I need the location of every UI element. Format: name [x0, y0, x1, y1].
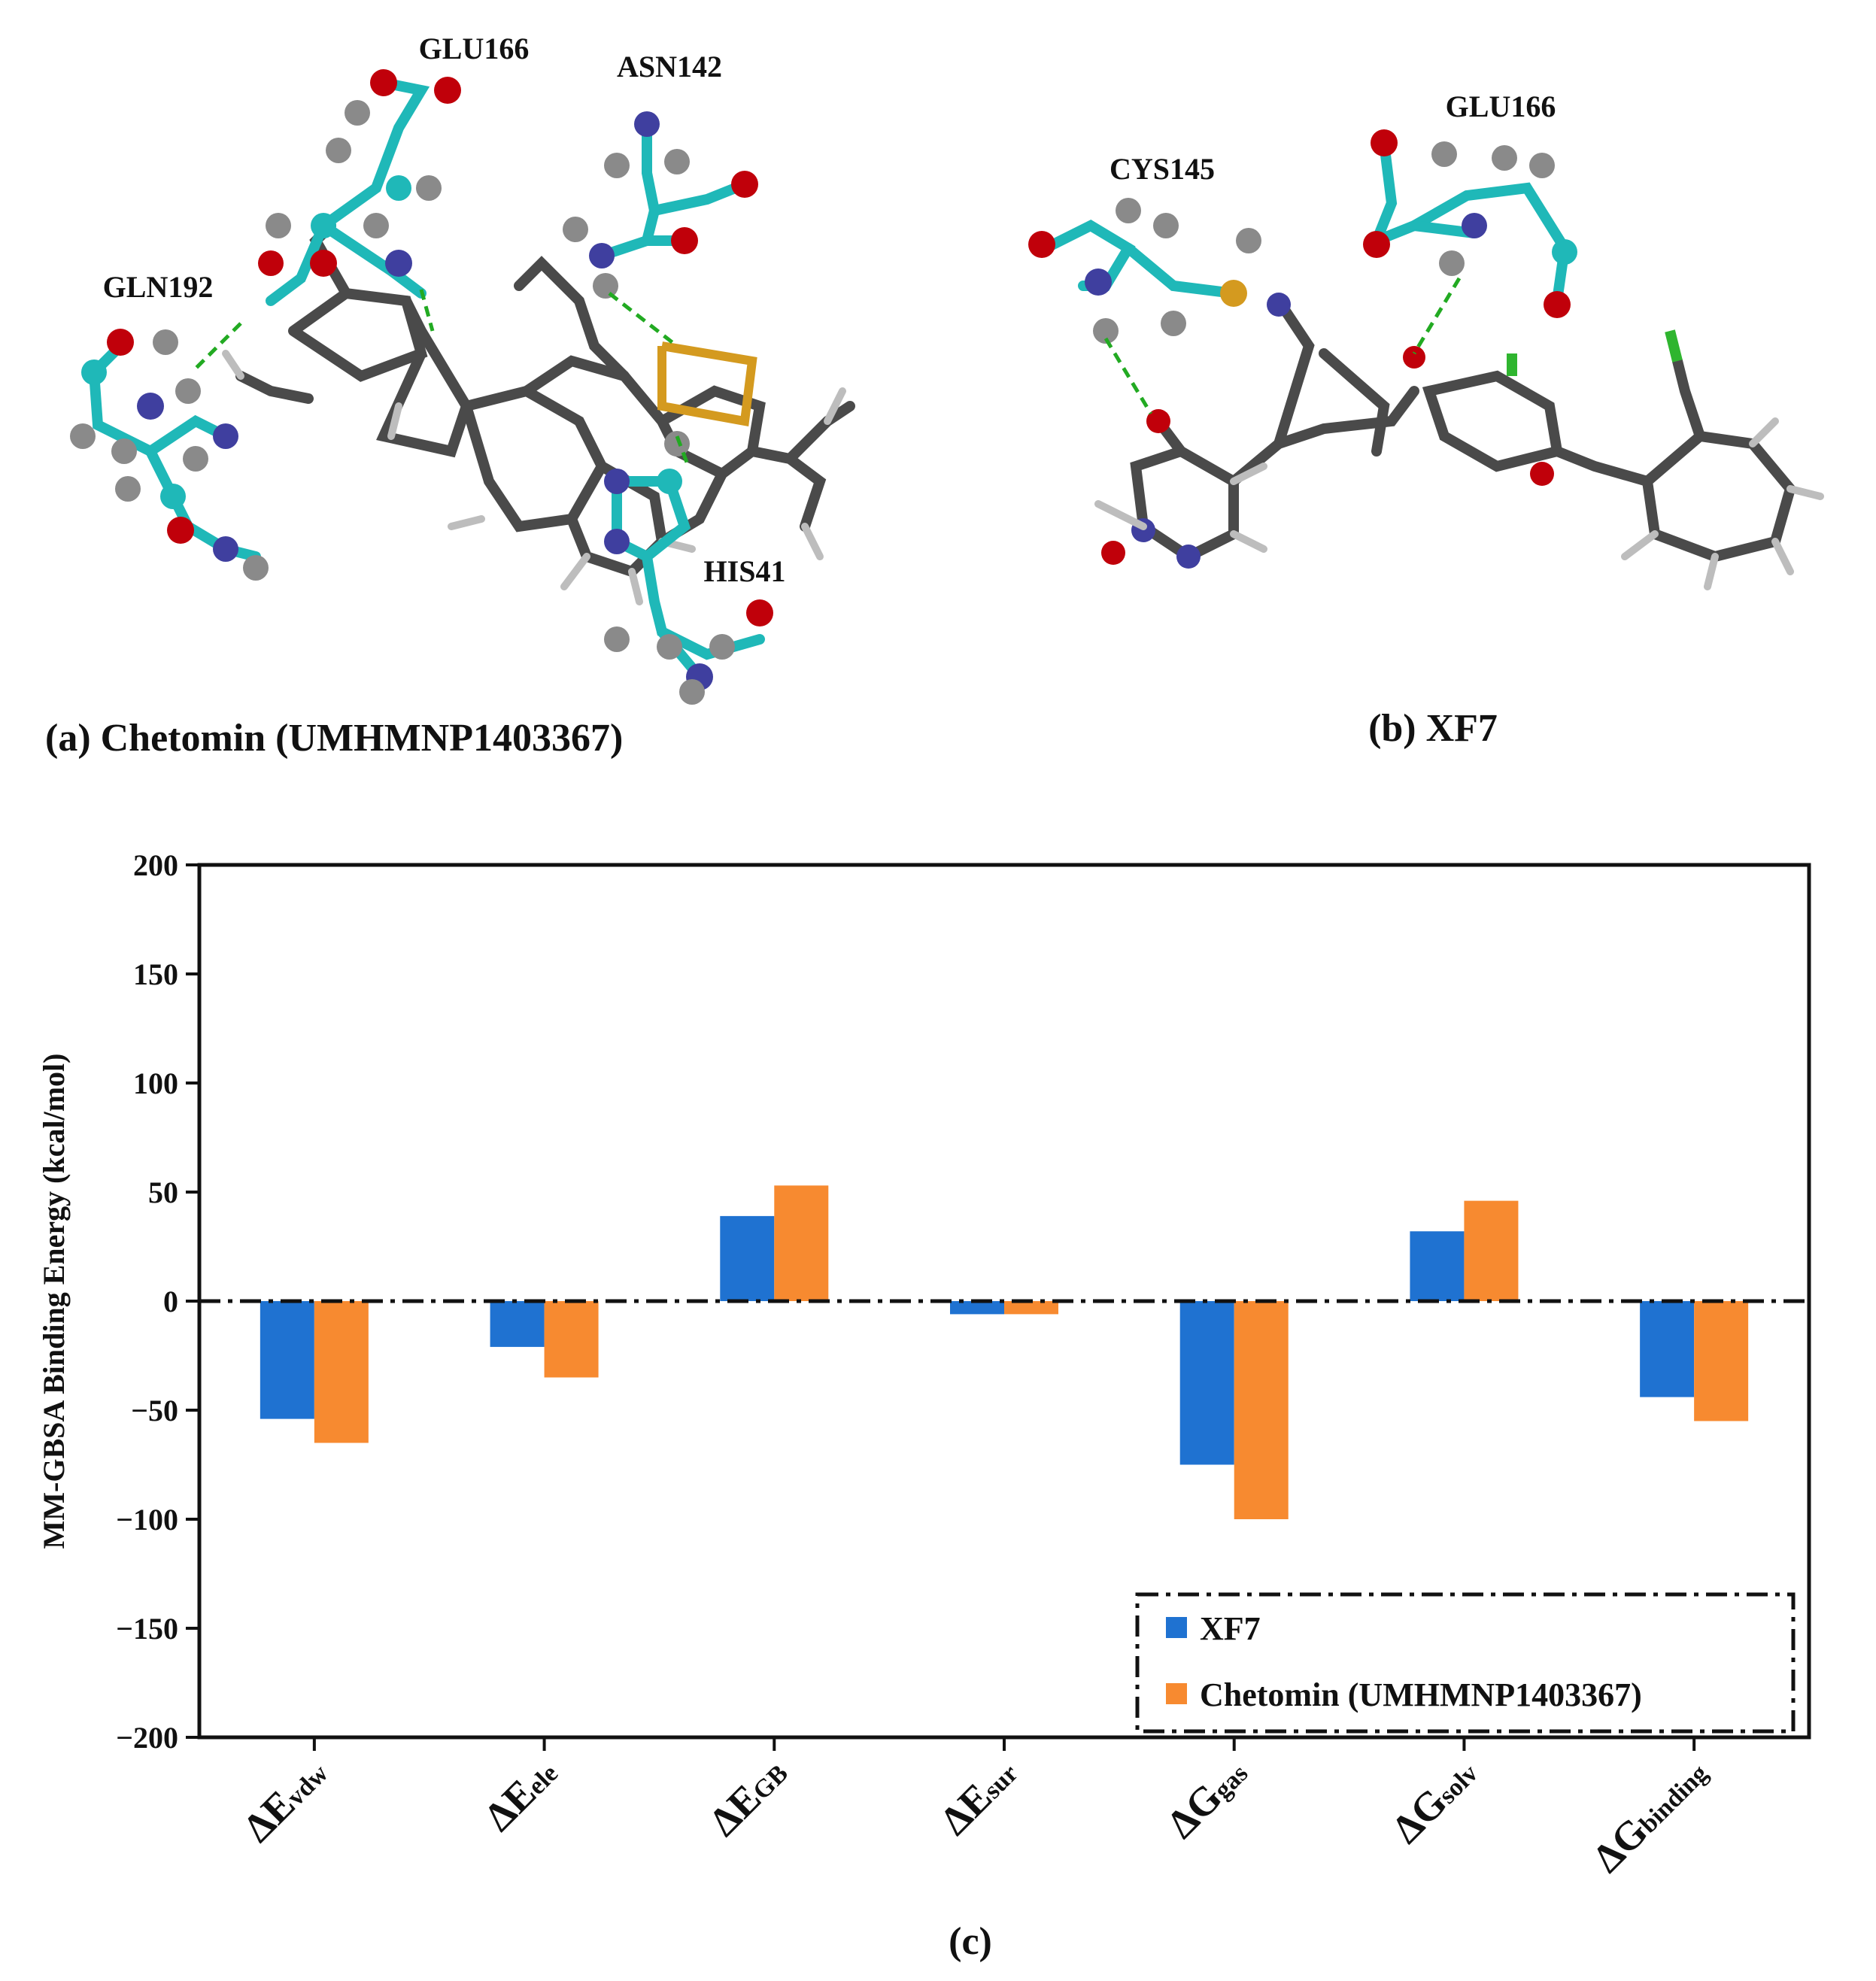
- bar-series: [260, 1185, 1749, 1519]
- x-axis: [312, 1737, 1696, 1751]
- bar-chetomin-sur: [1004, 1301, 1058, 1315]
- category-label-solv: ΔGsolv: [1383, 1749, 1486, 1852]
- bar-xf7-GB: [720, 1215, 775, 1301]
- bar-xf7-binding: [1640, 1301, 1695, 1397]
- caption-c: (c): [949, 1920, 992, 1963]
- bar-xf7-gas: [1179, 1301, 1234, 1465]
- y-tick-label: −150: [116, 1612, 178, 1646]
- legend-label-chetomin: Chetomin (UMHMNP1403367): [1200, 1676, 1642, 1713]
- category-label-ele: ΔEele: [475, 1749, 566, 1840]
- y-axis: 200 150 100 50 0 −50 −100 −150 −200: [116, 848, 199, 1755]
- bar-xf7-vdw: [260, 1301, 314, 1419]
- xf7-ligand: [1130, 296, 1796, 563]
- label-asn142: ASN142: [617, 50, 722, 83]
- y-tick-label: −50: [131, 1394, 178, 1427]
- y-tick-label: −100: [116, 1503, 178, 1537]
- panel-a-molecule: [70, 69, 855, 705]
- bar-xf7-ele: [490, 1301, 545, 1347]
- category-label-vdw: ΔEvdw: [235, 1749, 336, 1851]
- y-tick-label: 150: [133, 957, 178, 991]
- y-tick-label: 100: [133, 1066, 178, 1100]
- category-labels: ΔEvdw ΔEele ΔEGB ΔEsur ΔGgas ΔGsolv ΔGbinding: [235, 1749, 1716, 1881]
- label-his41: HIS41: [704, 554, 786, 588]
- bar-chetomin-ele: [544, 1301, 599, 1378]
- panel-b-molecule: [1028, 129, 1824, 590]
- category-label-sur: ΔEsur: [931, 1749, 1025, 1843]
- bar-chetomin-solv: [1464, 1200, 1519, 1301]
- label-glu166-b: GLU166: [1446, 89, 1556, 123]
- label-glu166-a: GLU166: [419, 32, 530, 65]
- legend-swatch-chetomin: [1166, 1683, 1187, 1704]
- bar-xf7-solv: [1410, 1231, 1465, 1301]
- y-tick-label: 200: [133, 848, 178, 882]
- y-tick-label: −200: [116, 1721, 178, 1755]
- caption-b: (b) XF7: [1368, 707, 1498, 750]
- disulfide-bridge: [657, 341, 757, 427]
- chetomin-ligand: [235, 220, 855, 578]
- residue-cys145: [1040, 220, 1239, 299]
- hydrogen-bonds-a: [194, 289, 691, 467]
- hydrogen-bonds-b: [1103, 277, 1462, 415]
- bar-chetomin-vdw: [314, 1301, 369, 1443]
- label-cys145: CYS145: [1110, 152, 1215, 186]
- y-axis-label: MM-GBSA Binding Energy (kcal/mol): [37, 1054, 71, 1549]
- category-label-gas: ΔGgas: [1158, 1749, 1255, 1846]
- category-label-binding: ΔGbinding: [1584, 1749, 1716, 1881]
- y-tick-label: 50: [148, 1176, 178, 1209]
- legend-swatch-xf7: [1166, 1617, 1187, 1638]
- bar-chetomin-gas: [1234, 1301, 1289, 1519]
- y-tick-label: 0: [163, 1285, 178, 1318]
- label-gln192: GLN192: [103, 270, 214, 304]
- legend-label-xf7: XF7: [1200, 1610, 1261, 1647]
- legend-frame: [1135, 1592, 1796, 1734]
- caption-a: (a) Chetomin (UMHMNP1403367): [45, 717, 623, 760]
- bar-chetomin-GB: [774, 1185, 829, 1301]
- bar-chetomin-binding: [1694, 1301, 1749, 1421]
- bar-xf7-sur: [950, 1301, 1004, 1315]
- category-label-GB: ΔEGB: [700, 1749, 796, 1845]
- legend: XF7 Chetomin (UMHMNP1403367): [1135, 1592, 1796, 1734]
